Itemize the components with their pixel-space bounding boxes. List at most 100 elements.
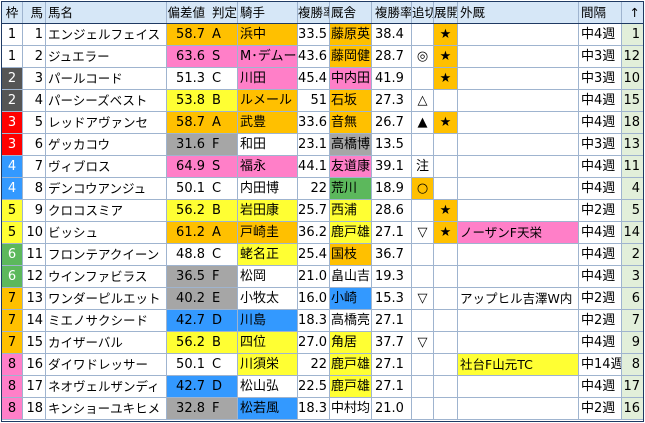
jockey-rate-cell: 22 (298, 178, 330, 199)
jockey-rate-cell: 22 (298, 354, 330, 375)
jockey-cell: 岩田康 (238, 200, 298, 221)
jockey-cell: 蛯名正 (238, 244, 298, 265)
jockey-cell: 福永 (238, 156, 298, 177)
umaban-cell: 5 (23, 112, 46, 133)
hantei-cell: B (211, 90, 238, 111)
popularity-cell: 3 (622, 266, 643, 287)
waku-cell: 7 (2, 288, 23, 309)
trainer-rate-cell: 27.1 (372, 310, 412, 331)
popularity-cell: 9 (622, 332, 643, 353)
trainer-rate-cell: 37.7 (372, 332, 412, 353)
waku-cell: 6 (2, 244, 23, 265)
trainer-cell: 荒川 (330, 178, 372, 199)
header-kyusha-rate[interactable]: 複勝率 (372, 2, 412, 23)
header-waku[interactable]: 枠 (2, 2, 23, 23)
table-row[interactable]: 7 13 ワンダーピルエット 40.2 E 小牧太 16.0 小崎 15.3 ▽ アップヒル吉澤W内… (2, 288, 643, 310)
jockey-rate-cell: 51 (298, 90, 330, 111)
waku-cell: 4 (2, 178, 23, 199)
table-row[interactable]: 1 1 エンジェルフェイス 58.7 A 浜中 33.5 藤原英 38.4 ★ 中4週 1 (2, 24, 643, 46)
table-row[interactable]: 5 10 ビッシュ 61.2 A 戸崎圭 36.2 鹿戸雄 27.1 ▽ ★ ノーザンF天栄 中4週 14 (2, 222, 643, 244)
interval-cell: 中4週 (579, 244, 622, 265)
hensachi-cell: 32.8 (167, 398, 211, 419)
trainer-cell: 鹿戸雄 (330, 354, 372, 375)
hantei-cell: F (211, 266, 238, 287)
table-row[interactable]: 2 3 パールコード 51.3 C 川田 45.4 中内田 41.9 ★ 中3週 10 (2, 68, 643, 90)
workout-mark-cell: ◎ (412, 46, 434, 67)
hantei-cell: C (211, 68, 238, 89)
outside-stable-cell (458, 90, 579, 111)
outside-stable-cell (458, 376, 579, 397)
header-tenkai[interactable]: 展開 (434, 2, 458, 23)
waku-cell: 8 (2, 398, 23, 419)
sort-arrow-icon[interactable]: ↑ (629, 5, 640, 20)
header-oikiri[interactable]: 追切 (412, 2, 434, 23)
trainer-cell: 鹿戸雄 (330, 222, 372, 243)
jockey-rate-cell: 18.3 (298, 310, 330, 331)
popularity-cell: 16 (622, 398, 643, 419)
hensachi-cell: 40.2 (167, 288, 211, 309)
table-row[interactable]: 8 18 キンショーユキヒメ 32.8 F 松若風 18.3 中村均 21.0 中2週 16 (2, 398, 643, 420)
table-row[interactable]: 7 14 ミエノサクシード 42.7 D 川島 18.3 高橋亮 27.1 中2週 7 (2, 310, 643, 332)
table-row[interactable]: 6 12 ウインファビラス 36.5 F 松岡 21.0 畠山吉 19.3 中4週 3 (2, 266, 643, 288)
popularity-cell: 12 (622, 46, 643, 67)
waku-cell: 7 (2, 310, 23, 331)
header-gaikyu[interactable]: 外厩 (458, 2, 579, 23)
hantei-cell: C (211, 354, 238, 375)
header-name[interactable]: 馬名 (46, 2, 167, 23)
header-hensachi[interactable]: 偏差値 (167, 5, 205, 20)
jockey-rate-cell: 43.6 (298, 46, 330, 67)
header-fukusho[interactable]: 複勝率 (298, 2, 330, 23)
table-row[interactable]: 8 17 ネオヴェルザンディ 42.7 D 松山弘 22.5 鹿戸雄 27.1 中4週 17 (2, 376, 643, 398)
waku-cell: 3 (2, 134, 23, 155)
trainer-rate-cell: 27.3 (372, 90, 412, 111)
hantei-cell: C (211, 178, 238, 199)
workout-mark-cell (412, 266, 434, 287)
table-row[interactable]: 3 6 ゲッカコウ 31.6 F 和田 23.1 高橋博 13.5 中3週 13 (2, 134, 643, 156)
trainer-rate-cell: 38.4 (372, 24, 412, 45)
table-row[interactable]: 5 9 クロコスミア 56.2 B 岩田康 25.7 西浦 28.6 ★ 中2週 5 (2, 200, 643, 222)
jockey-rate-cell: 33.5 (298, 24, 330, 45)
pace-star-cell: ★ (434, 46, 458, 67)
pace-star-cell: ★ (434, 200, 458, 221)
waku-cell: 1 (2, 46, 23, 67)
table-row[interactable]: 8 16 ダイワドレッサー 50.1 C 川須栄 22 鹿戸雄 27.1 社台F山元TC 中14週 8 (2, 354, 643, 376)
outside-stable-cell (458, 46, 579, 67)
waku-cell: 6 (2, 266, 23, 287)
jockey-cell: 小牧太 (238, 288, 298, 309)
header-kishu[interactable]: 騎手 (238, 2, 298, 23)
outside-stable-cell (458, 178, 579, 199)
table-row[interactable]: 7 15 カイザーバル 56.2 B 四位 27.0 角居 37.7 ▽ 中4週 9 (2, 332, 643, 354)
table-row[interactable]: 2 4 パーシーズベスト 53.8 B ルメール 51 石坂 27.3 △ 中4週 15 (2, 90, 643, 112)
trainer-cell: 藤岡健 (330, 46, 372, 67)
trainer-cell: 小崎 (330, 288, 372, 309)
popularity-cell: 13 (622, 134, 643, 155)
jockey-rate-cell: 22.5 (298, 376, 330, 397)
workout-mark-cell: △ (412, 90, 434, 111)
table-row[interactable]: 4 7 ヴィブロス 64.9 S 福永 44.1 友道康 39.1 注 中4週 11 (2, 156, 643, 178)
trainer-cell: 藤原英 (330, 24, 372, 45)
waku-cell: 8 (2, 376, 23, 397)
pace-star-cell: ★ (434, 112, 458, 133)
header-kyusha[interactable]: 厩舎 (330, 2, 372, 23)
horse-name: レッドアヴァンセ (46, 112, 167, 133)
horse-name: ミエノサクシード (46, 310, 167, 331)
header-kankaku[interactable]: 間隔 (579, 2, 622, 23)
header-umaban[interactable]: 馬 (23, 2, 46, 23)
table-row[interactable]: 4 8 デンコウアンジュ 50.1 C 内田博 22 荒川 18.9 ○ 中4週 4 (2, 178, 643, 200)
outside-stable-cell (458, 134, 579, 155)
table-row[interactable]: 6 11 フロンテアクイーン 48.8 C 蛯名正 25.4 国枝 36.7 中4週 2 (2, 244, 643, 266)
workout-mark-cell (412, 354, 434, 375)
pace-star-cell (434, 398, 458, 419)
trainer-rate-cell: 18.9 (372, 178, 412, 199)
table-row[interactable]: 3 5 レッドアヴァンセ 58.7 A 武豊 33.6 音無 26.7 ▲ ★ 中4週 18 (2, 112, 643, 134)
outside-stable-cell: 社台F山元TC (458, 354, 579, 375)
jockey-rate-cell: 25.4 (298, 244, 330, 265)
header-hantei[interactable]: 判定 (211, 2, 238, 23)
trainer-cell: 音無 (330, 112, 372, 133)
hensachi-cell: 58.7 (167, 24, 211, 45)
hensachi-cell: 50.1 (167, 354, 211, 375)
umaban-cell: 2 (23, 46, 46, 67)
pace-star-cell (434, 134, 458, 155)
jockey-cell: 四位 (238, 332, 298, 353)
